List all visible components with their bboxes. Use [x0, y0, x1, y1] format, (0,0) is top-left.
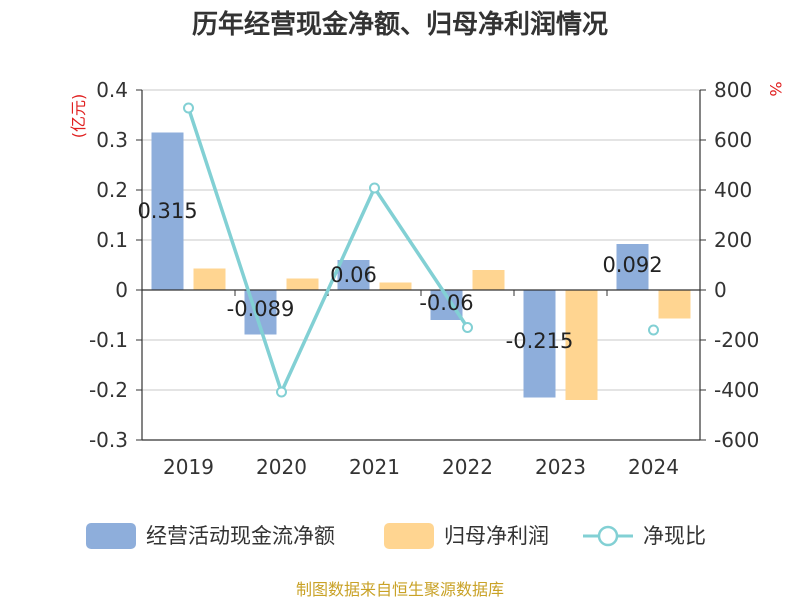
left-tick-label: -0.3 — [89, 428, 128, 452]
legend-item-ratio[interactable]: 净现比 — [583, 524, 706, 548]
category-label: 2020 — [256, 455, 307, 479]
left-axis-unit: (亿元) — [69, 94, 88, 139]
left-tick-label: 0.4 — [96, 78, 128, 102]
ratio-line — [183, 102, 659, 398]
right-tick-label: -600 — [714, 428, 759, 452]
right-tick-label: -400 — [714, 378, 759, 402]
category-label: 2022 — [442, 455, 493, 479]
right-tick-label: 800 — [714, 78, 752, 102]
ratio-line-segment — [186, 107, 469, 394]
category-label: 2021 — [349, 455, 400, 479]
right-tick-label: 400 — [714, 178, 752, 202]
bar-net-profit — [286, 278, 319, 290]
legend[interactable]: 经营活动现金流净额 归母净利润 净现比 — [86, 523, 706, 549]
right-axis-unit: % — [766, 81, 785, 96]
right-tick-label: 0 — [714, 278, 727, 302]
ratio-point — [276, 386, 287, 398]
data-label: -0.089 — [227, 297, 295, 321]
category-label: 2019 — [163, 455, 214, 479]
bar-net-profit — [472, 270, 505, 290]
bar-net-profit — [193, 268, 226, 290]
data-labels: 0.315 -0.089 0.06 -0.06 -0.215 0.092 — [137, 199, 662, 353]
legend-swatch-marker — [597, 525, 619, 547]
data-label: -0.215 — [506, 329, 574, 353]
right-tick-label: 600 — [714, 128, 752, 152]
chart-title: 历年经营现金净额、归母净利润情况 — [192, 9, 608, 40]
left-tick-label: 0.3 — [96, 128, 128, 152]
bars — [151, 132, 691, 400]
bar-net-profit — [379, 282, 412, 290]
legend-swatch — [86, 523, 136, 549]
left-tick-label: 0 — [115, 278, 128, 302]
axes — [136, 89, 706, 441]
bar-cashflow — [523, 290, 556, 398]
legend-label: 经营活动现金流净额 — [146, 524, 335, 548]
right-tick-label: -200 — [714, 328, 759, 352]
ratio-point — [183, 102, 194, 114]
legend-item-net-profit[interactable]: 归母净利润 — [384, 523, 549, 549]
ratio-point — [648, 324, 659, 336]
source-note: 制图数据来自恒生聚源数据库 — [296, 580, 504, 599]
ratio-point — [369, 182, 380, 194]
legend-label: 净现比 — [643, 524, 706, 548]
bar-cashflow — [616, 244, 649, 290]
data-label: 0.06 — [330, 263, 377, 287]
legend-label: 归母净利润 — [444, 524, 549, 548]
left-tick-label: -0.2 — [89, 378, 128, 402]
bar-net-profit — [565, 290, 598, 400]
bar-net-profit — [658, 290, 691, 319]
legend-swatch — [384, 523, 434, 549]
bar-cashflow — [337, 260, 370, 290]
bar-cashflow — [151, 132, 184, 290]
tick-labels: 0.4 0.3 0.2 0.1 0 -0.1 -0.2 -0.3 800 600 400 200 0 -2… — [89, 78, 759, 479]
data-label: -0.06 — [419, 291, 473, 315]
legend-item-cashflow[interactable]: 经营活动现金流净额 — [86, 523, 335, 549]
category-label: 2024 — [628, 455, 679, 479]
left-tick-label: 0.1 — [96, 228, 128, 252]
category-label: 2023 — [535, 455, 586, 479]
data-label: 0.315 — [137, 199, 197, 223]
data-label: 0.092 — [602, 253, 662, 277]
right-tick-label: 200 — [714, 228, 752, 252]
left-tick-label: 0.2 — [96, 178, 128, 202]
ratio-point — [462, 322, 473, 333]
left-tick-label: -0.1 — [89, 328, 128, 352]
